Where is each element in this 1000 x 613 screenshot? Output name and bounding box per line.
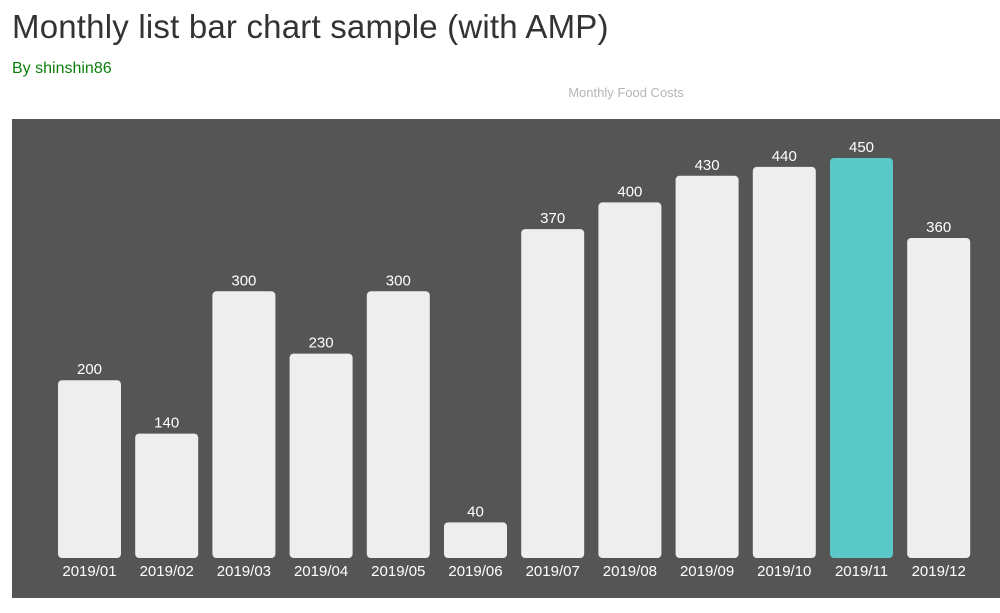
bar-value-label: 440 (772, 148, 797, 165)
bar-value-label: 300 (386, 272, 411, 289)
bar-category-label: 2019/01 (62, 563, 116, 580)
bar-2019-08[interactable] (598, 202, 662, 558)
bar-2019-04[interactable] (289, 353, 353, 558)
bar-value-label: 40 (467, 503, 484, 520)
bar-2019-11[interactable] (830, 158, 893, 558)
bar-value-label: 200 (77, 361, 102, 378)
bar-category-label: 2019/08 (603, 563, 657, 580)
bar-category-label: 2019/12 (912, 563, 966, 580)
bar-2019-02[interactable] (135, 433, 199, 558)
bar-2019-10[interactable] (752, 166, 816, 558)
bar-value-label: 430 (695, 157, 720, 174)
bar-2019-05[interactable] (366, 291, 430, 558)
bar-value-label: 450 (849, 139, 874, 156)
bar-value-label: 400 (617, 183, 642, 200)
bar-value-label: 370 (540, 210, 565, 227)
chart-title: Monthly Food Costs (568, 85, 684, 100)
bar-2019-12[interactable] (907, 238, 971, 558)
bar-value-label: 300 (231, 272, 256, 289)
bar-2019-09[interactable] (675, 175, 739, 559)
bar-category-label: 2019/04 (294, 563, 348, 580)
bar-2019-01[interactable] (58, 380, 121, 558)
bar-2019-07[interactable] (521, 229, 585, 558)
page-title: Monthly list bar chart sample (with AMP) (12, 8, 609, 45)
bar-chart: 200 2019/01 140 2019/02 300 2019/03 230 2019/04… (58, 139, 971, 580)
bar-chart-panel: 200 2019/01 140 2019/02 300 2019/03 230 2019/04… (12, 119, 1000, 598)
bar-category-label: 2019/10 (757, 563, 811, 580)
bar-category-label: 2019/07 (526, 563, 580, 580)
bar-2019-03[interactable] (212, 291, 276, 558)
bar-category-label: 2019/09 (680, 563, 734, 580)
bar-value-label: 360 (926, 219, 951, 236)
bar-category-label: 2019/03 (217, 563, 271, 580)
bar-category-label: 2019/11 (835, 563, 888, 580)
bar-category-label: 2019/02 (140, 563, 194, 580)
bar-category-label: 2019/05 (371, 563, 425, 580)
author-link[interactable]: By shinshin86 (12, 60, 112, 77)
bar-value-label: 230 (309, 335, 334, 352)
bar-2019-06[interactable] (444, 522, 507, 558)
bar-value-label: 140 (154, 415, 179, 432)
bar-category-label: 2019/06 (448, 563, 502, 580)
